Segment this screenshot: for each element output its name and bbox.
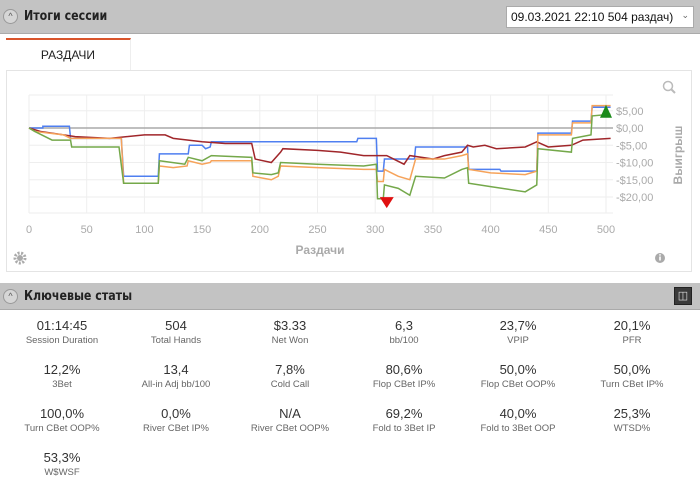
stat-value: 7,8% — [275, 362, 305, 377]
stat-item: 100,0% Turn CBet OOP% — [5, 406, 119, 438]
gear-icon[interactable] — [13, 251, 27, 265]
x-tick-label: 300 — [366, 224, 384, 236]
x-tick-label: 200 — [251, 224, 269, 236]
stat-item: 50,0% Flop CBet OOP% — [461, 362, 575, 394]
stat-value: 12,2% — [43, 362, 81, 377]
stat-item: 23,7% VPIP — [461, 318, 575, 350]
x-tick-label: 450 — [539, 224, 557, 236]
y-tick-label: -$15,00 — [616, 175, 653, 187]
y-tick-label: -$20,00 — [616, 192, 653, 204]
x-tick-label: 250 — [308, 224, 326, 236]
tab-hands[interactable]: РАЗДАЧИ — [6, 38, 131, 71]
stat-label: bb/100 — [389, 335, 419, 346]
stat-item: 40,0% Fold to 3Bet OOP — [461, 406, 575, 438]
stat-value: 53,3% — [43, 450, 81, 465]
stat-item: 01:14:45 Session Duration — [5, 318, 119, 350]
stat-value: 20,1% — [613, 318, 651, 333]
stat-item: 13,4 All-in Adj bb/100 — [119, 362, 233, 394]
stat-value: 13,4 — [163, 362, 189, 377]
stat-value: 25,3% — [613, 406, 651, 421]
columns-layout-icon[interactable]: ◫ — [674, 287, 692, 305]
stat-label: 3Bet — [52, 379, 72, 390]
session-select-value: 09.03.2021 22:10 504 раздач) — [511, 10, 674, 24]
winnings-chart: 0 50 100 150 200 250 300 350 400 450 500 $5,00 $0,00… — [13, 80, 685, 265]
stat-item: 80,6% Flop CBet IP% — [347, 362, 461, 394]
chevron-down-icon: ⌄ — [681, 10, 689, 20]
series-line-green — [28, 113, 611, 200]
stat-item: 7,8% Cold Call — [233, 362, 347, 394]
info-icon[interactable] — [655, 253, 665, 263]
chart-panel — [6, 70, 692, 272]
collapse-chevron-icon[interactable]: ^ — [3, 289, 18, 304]
stat-label: Fold to 3Bet IP — [372, 423, 436, 434]
x-tick-label: 0 — [26, 224, 32, 236]
y-tick-label: $0,00 — [616, 123, 644, 135]
stat-item: 504 Total Hands — [119, 318, 233, 350]
stat-item: N/A River CBet OOP% — [233, 406, 347, 438]
stat-value: 50,0% — [499, 362, 537, 377]
y-tick-label: $5,00 — [616, 106, 644, 118]
stat-label: PFR — [622, 335, 642, 346]
min-marker — [379, 197, 394, 209]
stat-label: Flop CBet IP% — [372, 379, 436, 390]
stat-value: 50,0% — [613, 362, 651, 377]
stat-label: WTSD% — [613, 423, 651, 434]
stat-value: 40,0% — [499, 406, 537, 421]
stat-label: Turn CBet IP% — [600, 379, 664, 390]
series-line-blue — [29, 106, 611, 178]
stat-label: Session Duration — [25, 335, 99, 346]
stat-label: Turn CBet OOP% — [24, 423, 100, 434]
stat-item: 12,2% 3Bet — [5, 362, 119, 394]
stat-value: 0,0% — [161, 406, 191, 421]
stat-value: 23,7% — [499, 318, 537, 333]
stat-value: $3.33 — [273, 318, 307, 333]
x-tick-label: 350 — [424, 224, 442, 236]
stat-label: Total Hands — [150, 335, 202, 346]
stat-item: 69,2% Fold to 3Bet IP — [347, 406, 461, 438]
stat-value: 80,6% — [385, 362, 423, 377]
stat-value: 504 — [165, 318, 187, 333]
stat-label: Net Won — [271, 335, 309, 346]
stat-item: 50,0% Turn CBet IP% — [575, 362, 689, 394]
stat-label: River CBet OOP% — [250, 423, 330, 434]
x-axis-title: Раздачи — [296, 243, 345, 257]
x-tick-label: 400 — [481, 224, 499, 236]
key-stats-header: ^ Ключевые статы ◫ — [0, 283, 700, 310]
stat-item: 6,3 bb/100 — [347, 318, 461, 350]
x-tick-label: 50 — [81, 224, 93, 236]
stat-value: 01:14:45 — [36, 318, 88, 333]
stat-value: 100,0% — [39, 406, 85, 421]
y-tick-label: -$10,00 — [616, 158, 653, 170]
series-line-dark-red — [28, 127, 611, 166]
stat-label: Flop CBet OOP% — [480, 379, 556, 390]
collapse-chevron-icon[interactable]: ^ — [3, 9, 18, 24]
stat-item: $3.33 Net Won — [233, 318, 347, 350]
y-axis-title: Выигрыш — [671, 126, 685, 185]
section-title: Итоги сессии — [24, 9, 108, 24]
x-tick-label: 500 — [597, 224, 615, 236]
zoom-icon[interactable] — [662, 80, 676, 94]
stat-value: N/A — [279, 406, 301, 421]
x-tick-label: 150 — [193, 224, 211, 236]
stat-item: 0,0% River CBet IP% — [119, 406, 233, 438]
max-marker — [600, 104, 612, 118]
stat-value: 6,3 — [394, 318, 414, 333]
stat-item: 53,3% W$WSF — [5, 450, 119, 482]
stat-item: 25,3% WTSD% — [575, 406, 689, 438]
stat-label: All-in Adj bb/100 — [141, 379, 211, 390]
stat-label: VPIP — [507, 335, 529, 346]
stat-label: Cold Call — [270, 379, 310, 390]
y-tick-label: -$5,00 — [616, 140, 647, 152]
stat-label: W$WSF — [44, 467, 80, 478]
stats-grid: 01:14:45 Session Duration 504 Total Hands $3… — [5, 318, 689, 482]
stat-item: 20,1% PFR — [575, 318, 689, 350]
stat-label: River CBet IP% — [143, 423, 209, 434]
session-select[interactable]: 09.03.2021 22:10 504 раздач) ⌄ — [506, 6, 694, 28]
session-summary-header: ^ Итоги сессии 09.03.2021 22:10 504 разд… — [0, 0, 700, 34]
x-tick-label: 100 — [135, 224, 153, 236]
section-title: Ключевые статы — [24, 289, 133, 304]
stat-value: 69,2% — [385, 406, 423, 421]
stat-label: Fold to 3Bet OOP — [480, 423, 556, 434]
